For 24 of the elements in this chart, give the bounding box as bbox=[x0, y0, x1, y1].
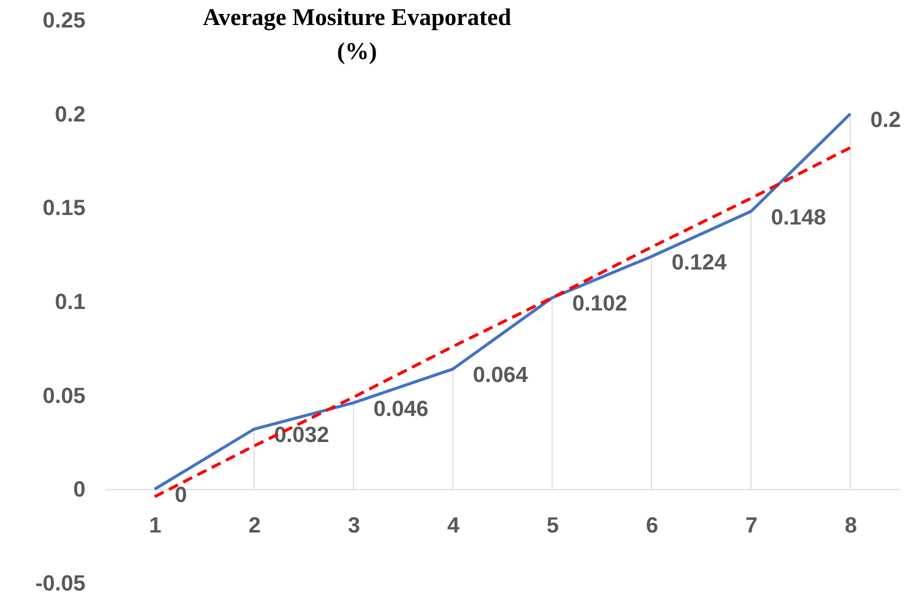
y-tick-label: 0.25 bbox=[42, 8, 86, 32]
x-tick-label: 1 bbox=[149, 512, 162, 538]
data-label: 0.032 bbox=[274, 422, 330, 448]
y-tick-label: 0 bbox=[73, 476, 86, 502]
x-tick-label: 2 bbox=[248, 512, 261, 538]
data-label: 0.2 bbox=[870, 106, 901, 132]
x-tick-label: 8 bbox=[844, 512, 857, 538]
y-tick-label: 0.05 bbox=[42, 382, 86, 408]
y-tick-label: -0.05 bbox=[35, 570, 86, 596]
data-label: 0 bbox=[174, 482, 187, 508]
data-label: 0.124 bbox=[672, 249, 728, 274]
x-tick-label: 6 bbox=[646, 512, 658, 538]
data-label: 0.102 bbox=[572, 290, 628, 316]
chart-title: Average Mositure Evaporated (%) bbox=[202, 5, 512, 65]
y-tick-label: 0.2 bbox=[54, 101, 86, 126]
x-tick-label: 3 bbox=[348, 512, 360, 538]
y-tick-label: 0.15 bbox=[42, 195, 86, 220]
x-tick-label: 7 bbox=[745, 512, 758, 538]
data-label: 0.148 bbox=[770, 204, 826, 230]
x-tick-label: 4 bbox=[447, 512, 460, 538]
y-tick-label: 0.1 bbox=[54, 289, 86, 314]
data-label: 0.064 bbox=[472, 362, 529, 388]
x-tick-label: 5 bbox=[546, 512, 559, 538]
data-label: 0.046 bbox=[373, 396, 428, 421]
